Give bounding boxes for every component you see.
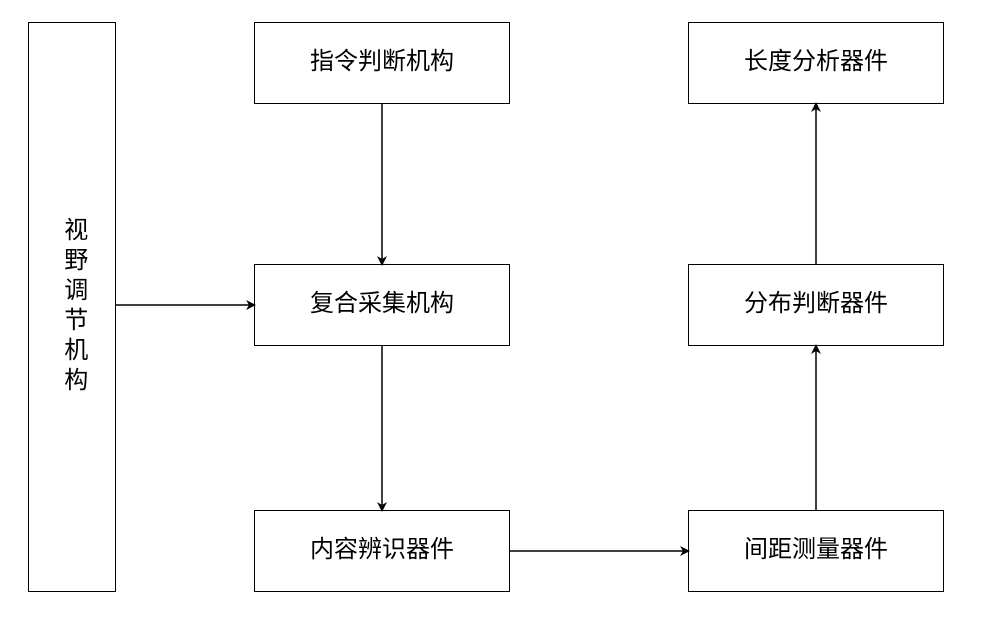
node-label: 间距测量器件 xyxy=(744,534,888,568)
diagram-canvas: 视野调节机构 指令判断机构 复合采集机构 内容辨识器件 长度分析器件 分布判断器… xyxy=(0,0,1000,618)
node-mid-mid: 复合采集机构 xyxy=(254,264,510,346)
node-left-tall: 视野调节机构 xyxy=(28,22,116,592)
node-label: 内容辨识器件 xyxy=(310,534,454,568)
node-top-mid: 指令判断机构 xyxy=(254,22,510,104)
node-bot-mid: 内容辨识器件 xyxy=(254,510,510,592)
node-label: 视野调节机构 xyxy=(55,217,89,397)
node-bot-right: 间距测量器件 xyxy=(688,510,944,592)
node-label: 长度分析器件 xyxy=(744,46,888,80)
node-label: 指令判断机构 xyxy=(310,46,454,80)
node-label: 复合采集机构 xyxy=(310,288,454,322)
node-label: 分布判断器件 xyxy=(744,288,888,322)
node-mid-right: 分布判断器件 xyxy=(688,264,944,346)
node-top-right: 长度分析器件 xyxy=(688,22,944,104)
